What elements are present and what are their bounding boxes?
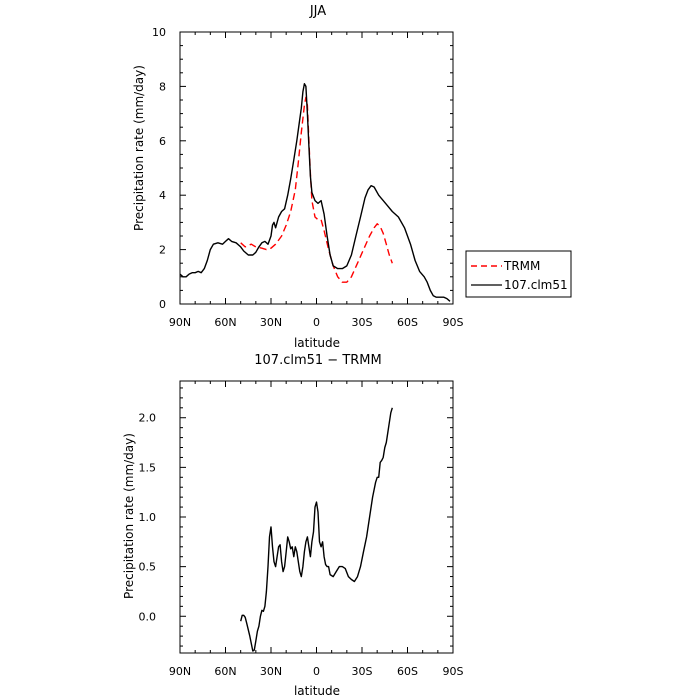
top-y-tick-label: 10 [152, 26, 166, 39]
bottom-x-tick-label: 0 [313, 665, 320, 678]
top-x-tick-label: 30S [352, 316, 373, 329]
top-plot-frame [179, 31, 454, 305]
bottom-plot-frame [179, 380, 454, 654]
top-y-tick-label: 6 [159, 135, 166, 148]
top-series-line-107-clm51 [179, 83, 451, 302]
top-y-tick-label: 4 [159, 189, 166, 202]
y-axis-label: Precipitation rate (mm/day) [132, 65, 146, 231]
top-y-tick-label: 2 [159, 244, 166, 257]
top-y-tick-label: 8 [159, 80, 166, 93]
top-x-tick-label: 0 [313, 316, 320, 329]
x-axis-label: latitude [294, 336, 340, 350]
bottom-x-tick-label: 90S [443, 665, 464, 678]
legend-label-trmm: TRMM [503, 259, 540, 273]
top-x-tick-label: 30N [260, 316, 282, 329]
top-x-tick-label: 90S [443, 316, 464, 329]
bottom-y-tick-label: 2.0 [139, 412, 157, 425]
bottom-y-tick-label: 1.5 [139, 461, 157, 474]
top-x-tick-label: 60N [214, 316, 236, 329]
bottom-y-tick-label: 1.0 [139, 511, 157, 524]
bottom-y-tick-label: 0.5 [139, 561, 157, 574]
bottom-x-tick-label: 30N [260, 665, 282, 678]
top-x-tick-label: 90N [169, 316, 191, 329]
bottom-x-tick-label: 60S [397, 665, 418, 678]
top-series-line-trmm [240, 96, 393, 283]
legend: TRMM 107.clm51 [465, 250, 572, 298]
legend-box [465, 250, 572, 298]
legend-label-107-clm51: 107.clm51 [504, 278, 568, 292]
bottom-x-tick-label: 90N [169, 665, 191, 678]
bottom-y-tick-label: 0.0 [139, 610, 157, 623]
difference-x-axis-label: latitude [294, 684, 340, 698]
difference-chart-title: 107.clm51 − TRMM [254, 353, 381, 368]
top-y-tick-label: 0 [159, 298, 166, 311]
bottom-x-tick-label: 60N [214, 665, 236, 678]
bottom-x-tick-label: 30S [352, 665, 373, 678]
chart-title: JJA [309, 4, 326, 19]
top-x-tick-label: 60S [397, 316, 418, 329]
difference-y-axis-label: Precipitation rate (mm/day) [122, 433, 136, 599]
bottom-series-line-difference [240, 407, 393, 652]
